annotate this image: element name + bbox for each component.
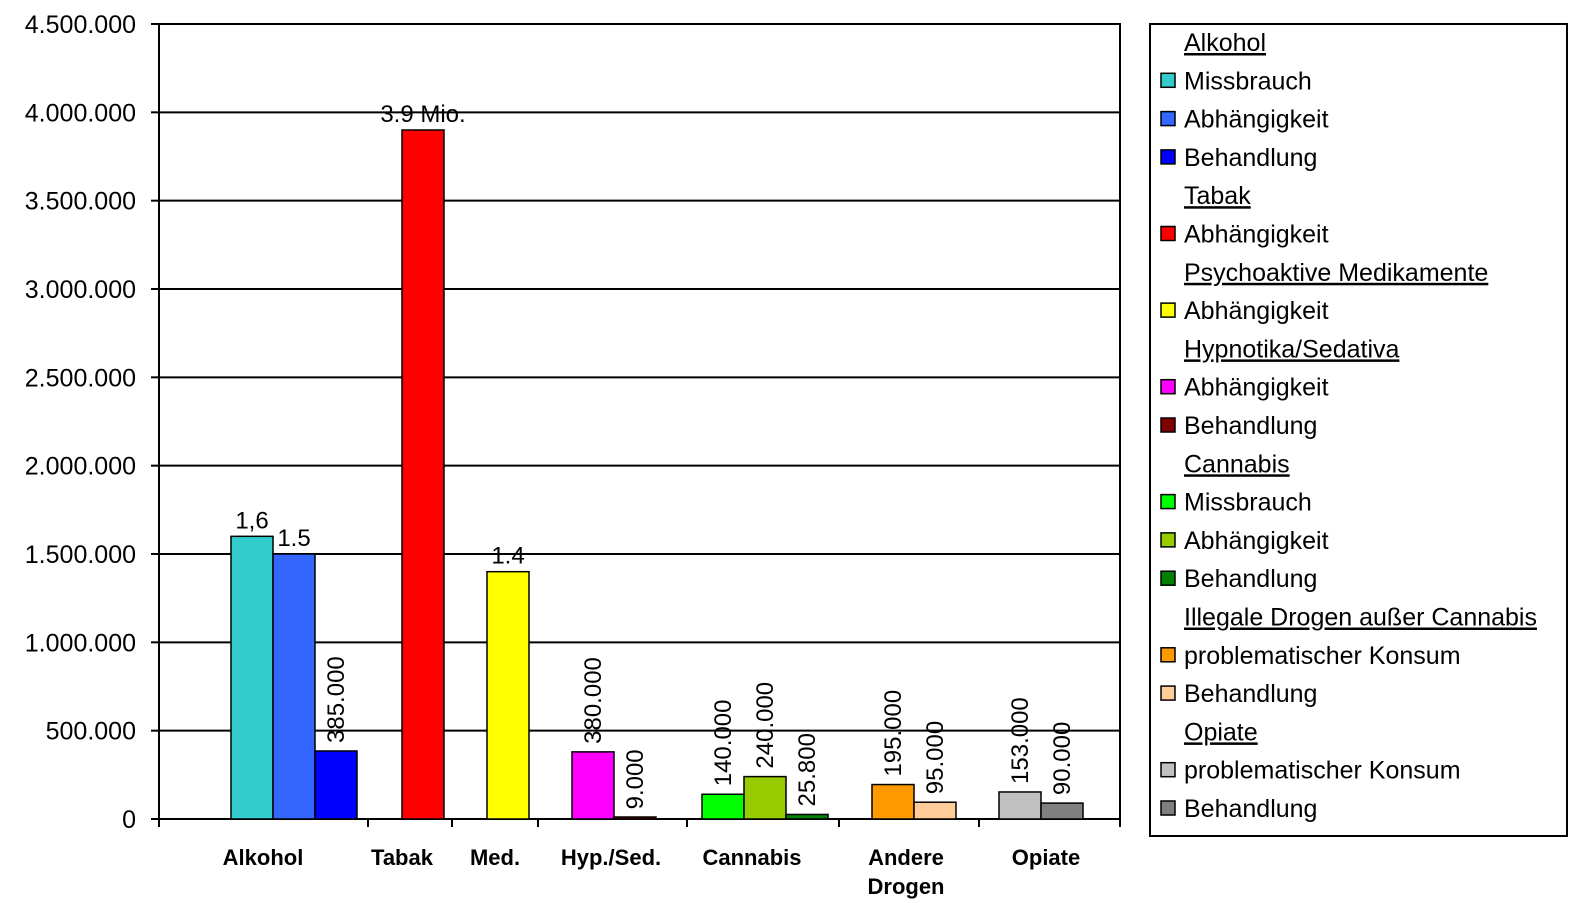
legend-swatch (1160, 225, 1176, 242)
bar (743, 775, 787, 820)
data-label: 153.000 (1007, 697, 1034, 784)
legend-swatch (1160, 72, 1176, 89)
legend-group-header: Illegale Drogen außer Cannabis (1184, 604, 1537, 632)
data-label: 195.000 (880, 690, 907, 777)
legend-entry: Behandlung (1184, 680, 1317, 708)
legend-entry: Behandlung (1184, 795, 1317, 823)
x-category-label: Andere (868, 845, 944, 870)
bar (613, 816, 657, 820)
bar (314, 750, 358, 820)
legend-group-header: Psychoaktive Medikamente (1184, 259, 1488, 287)
legend-swatch (1160, 800, 1176, 816)
legend-entry: Abhängigkeit (1184, 221, 1329, 249)
data-label: 25.800 (794, 733, 821, 806)
legend-group-header: Opiate (1184, 718, 1258, 746)
data-label: 1,6 (235, 507, 268, 534)
y-tick-label: 2.000.000 (25, 453, 136, 481)
gridlines (159, 111, 1120, 732)
legend-swatch (1160, 570, 1176, 586)
data-label: 1.5 (277, 525, 310, 552)
legend-entry: Missbrauch (1184, 67, 1312, 95)
legend-swatch (1160, 378, 1176, 395)
legend-swatch (1160, 647, 1176, 663)
legend-group-header: Tabak (1184, 182, 1251, 210)
legend-group-header: Hypnotika/Sedativa (1184, 335, 1400, 363)
data-label: 9.000 (622, 749, 649, 809)
x-category-label: Med. (470, 845, 520, 870)
legend-entry: Behandlung (1184, 565, 1317, 593)
x-category-label: Alkohol (223, 845, 304, 870)
legend-entry: Abhängigkeit (1184, 106, 1329, 134)
data-label: 140.000 (710, 700, 737, 787)
data-label: 240.000 (752, 682, 779, 769)
data-label: 90.000 (1049, 722, 1076, 795)
y-tick-label: 3.500.000 (25, 188, 136, 216)
bar (230, 535, 274, 820)
bar (486, 570, 530, 820)
legend: Alkohol Missbrauch Abhängigkeit Behandlung T… (1149, 23, 1568, 837)
y-tick-label: 4.500.000 (25, 11, 136, 39)
legend-swatch (1160, 685, 1176, 701)
legend-group-header: Cannabis (1184, 450, 1290, 478)
data-label: 1.4 (491, 543, 524, 570)
bar (913, 801, 957, 820)
legend-entry: problematischer Konsum (1184, 642, 1461, 670)
legend-swatch (1160, 302, 1176, 318)
y-axis: 0 500.000 1.000.000 1.500.000 2.000.000 2.500… (25, 11, 159, 834)
y-tick-label: 1.000.000 (25, 629, 136, 657)
bar (871, 783, 915, 820)
data-labels: 1,6 1.5 385.000 3.9 Mio. 1.4 380.000 9.000 140.… (235, 101, 1076, 809)
x-category-label: Cannabis (702, 845, 801, 870)
data-label: 385.000 (323, 656, 350, 743)
legend-swatch (1160, 149, 1176, 165)
legend-box (1149, 23, 1568, 837)
x-axis: Alkohol Tabak Med. Hyp./Sed. Cannabis Andere D… (158, 819, 1121, 899)
bar (701, 793, 745, 820)
y-tick-label: 3.000.000 (25, 276, 136, 304)
bars (230, 129, 1084, 820)
legend-entry: Missbrauch (1184, 489, 1312, 517)
bar (998, 791, 1042, 820)
y-tick-label: 4.000.000 (25, 99, 136, 127)
legend-swatch (1160, 532, 1176, 548)
x-category-label: Hyp./Sed. (561, 845, 661, 870)
bar (785, 813, 829, 820)
legend-entry: Behandlung (1184, 412, 1317, 440)
bar (401, 129, 445, 820)
legend-entry: Abhängigkeit (1184, 374, 1329, 402)
y-tick-label: 0 (122, 806, 136, 834)
legend-swatch (1160, 110, 1176, 127)
legend-group-header: Alkohol (1184, 29, 1266, 57)
x-category-label: Tabak (371, 845, 434, 870)
legend-swatch (1160, 761, 1176, 778)
data-label: 3.9 Mio. (380, 101, 465, 128)
x-category-label: Drogen (868, 874, 945, 899)
bar (272, 553, 316, 820)
legend-entry: Abhängigkeit (1184, 527, 1329, 555)
bar (1040, 802, 1084, 820)
y-tick-label: 1.500.000 (25, 541, 136, 569)
legend-swatch (1160, 417, 1176, 433)
legend-entry: Behandlung (1184, 144, 1317, 172)
y-tick-label: 500.000 (46, 718, 136, 746)
bar (571, 751, 615, 820)
data-label: 95.000 (922, 721, 949, 794)
data-label: 380.000 (580, 657, 607, 744)
legend-entry: problematischer Konsum (1184, 757, 1461, 785)
y-tick-label: 2.500.000 (25, 364, 136, 392)
x-category-label: Opiate (1012, 845, 1080, 870)
legend-swatch (1160, 493, 1176, 510)
legend-entry: Abhängigkeit (1184, 297, 1329, 325)
plot-area (158, 23, 1121, 820)
